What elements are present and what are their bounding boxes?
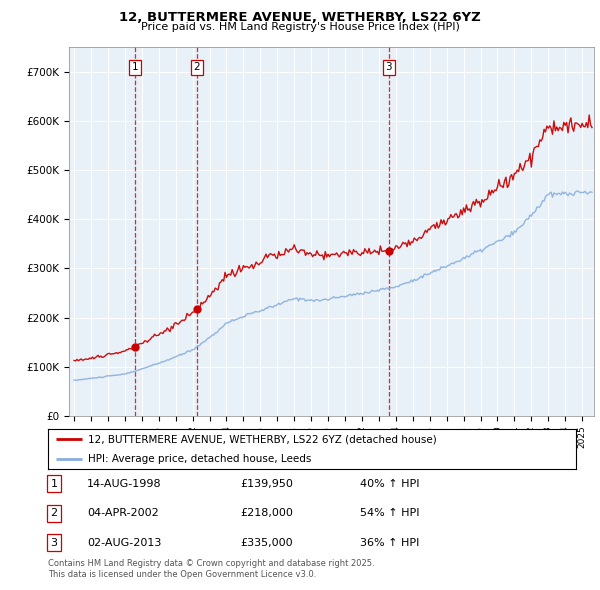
Text: 2: 2 bbox=[194, 63, 200, 73]
Text: HPI: Average price, detached house, Leeds: HPI: Average price, detached house, Leed… bbox=[88, 454, 311, 464]
Text: 2: 2 bbox=[50, 509, 58, 518]
Text: 1: 1 bbox=[50, 479, 58, 489]
Text: Price paid vs. HM Land Registry's House Price Index (HPI): Price paid vs. HM Land Registry's House … bbox=[140, 22, 460, 32]
Text: £335,000: £335,000 bbox=[240, 538, 293, 548]
Text: 1: 1 bbox=[132, 63, 139, 73]
Text: £139,950: £139,950 bbox=[240, 479, 293, 489]
Text: 3: 3 bbox=[50, 538, 58, 548]
Text: 14-AUG-1998: 14-AUG-1998 bbox=[87, 479, 161, 489]
Text: 40% ↑ HPI: 40% ↑ HPI bbox=[360, 479, 419, 489]
Text: 02-AUG-2013: 02-AUG-2013 bbox=[87, 538, 161, 548]
Text: £218,000: £218,000 bbox=[240, 509, 293, 518]
Text: 12, BUTTERMERE AVENUE, WETHERBY, LS22 6YZ (detached house): 12, BUTTERMERE AVENUE, WETHERBY, LS22 6Y… bbox=[88, 434, 436, 444]
Text: 36% ↑ HPI: 36% ↑ HPI bbox=[360, 538, 419, 548]
Text: 04-APR-2002: 04-APR-2002 bbox=[87, 509, 159, 518]
Text: 12, BUTTERMERE AVENUE, WETHERBY, LS22 6YZ: 12, BUTTERMERE AVENUE, WETHERBY, LS22 6Y… bbox=[119, 11, 481, 24]
Text: 54% ↑ HPI: 54% ↑ HPI bbox=[360, 509, 419, 518]
Text: Contains HM Land Registry data © Crown copyright and database right 2025.
This d: Contains HM Land Registry data © Crown c… bbox=[48, 559, 374, 579]
Text: 3: 3 bbox=[385, 63, 392, 73]
